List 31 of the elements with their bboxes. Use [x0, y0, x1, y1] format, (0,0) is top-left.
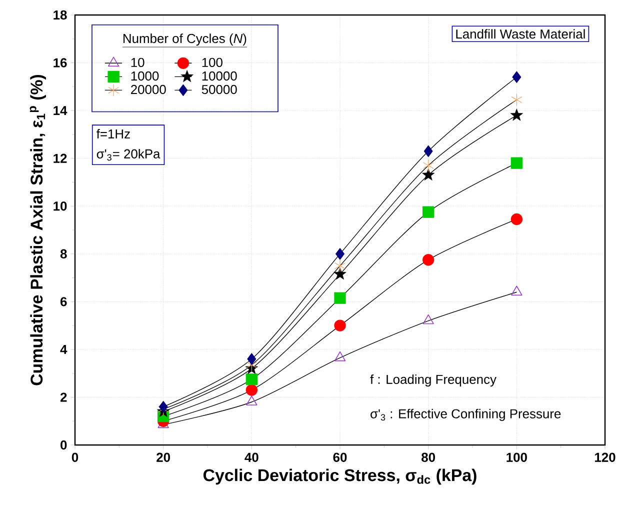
y-tick-label: 6 — [60, 297, 67, 306]
x-tick-label: 0 — [72, 452, 78, 462]
legend-label: 10 — [131, 58, 144, 68]
legend-label: 10000 — [202, 71, 237, 81]
legend-title: Number of Cycles (N) — [124, 34, 246, 46]
y-tick-label: 0 — [60, 440, 67, 450]
y-tick-label: 14 — [54, 106, 68, 116]
annotation: σ'$_{3}$ : Effective Confining Pressure — [370, 408, 561, 421]
legend-label: 100 — [202, 58, 222, 68]
x-axis-title: Cyclic Deviatoric Stress, σ$_{dc}$ (kPa) — [203, 468, 476, 485]
y-tick-label: 2 — [60, 392, 67, 402]
x-tick-label: 40 — [244, 452, 258, 462]
x-tick-label: 120 — [595, 452, 616, 462]
y-tick-label: 10 — [54, 202, 67, 211]
x-tick-label: 60 — [333, 452, 347, 462]
legend-label: 50000 — [202, 84, 237, 94]
legend-label: 1000 — [131, 71, 159, 81]
y-axis-title: Cumulative Plastic Axial Strain, ε$_{1}$$^{p}$ (%) — [30, 74, 46, 386]
y-tick-label: 18 — [54, 10, 67, 20]
y-tick-label: 4 — [60, 344, 68, 354]
y-tick-label: 8 — [60, 249, 67, 258]
y-tick-label: 12 — [54, 154, 67, 163]
x-tick-label: 20 — [156, 452, 170, 462]
x-tick-label: 100 — [506, 452, 527, 462]
y-tick-label: 16 — [54, 58, 67, 68]
x-tick-label: 80 — [422, 452, 436, 462]
annotation: Landfill Waste Material — [456, 29, 585, 39]
annotation: f=1Hz — [96, 129, 130, 138]
annotation: σ'$_{3}$= 20kPa — [96, 148, 160, 161]
annotation: f : Loading Frequency — [370, 374, 496, 387]
legend-label: 20000 — [131, 84, 166, 94]
